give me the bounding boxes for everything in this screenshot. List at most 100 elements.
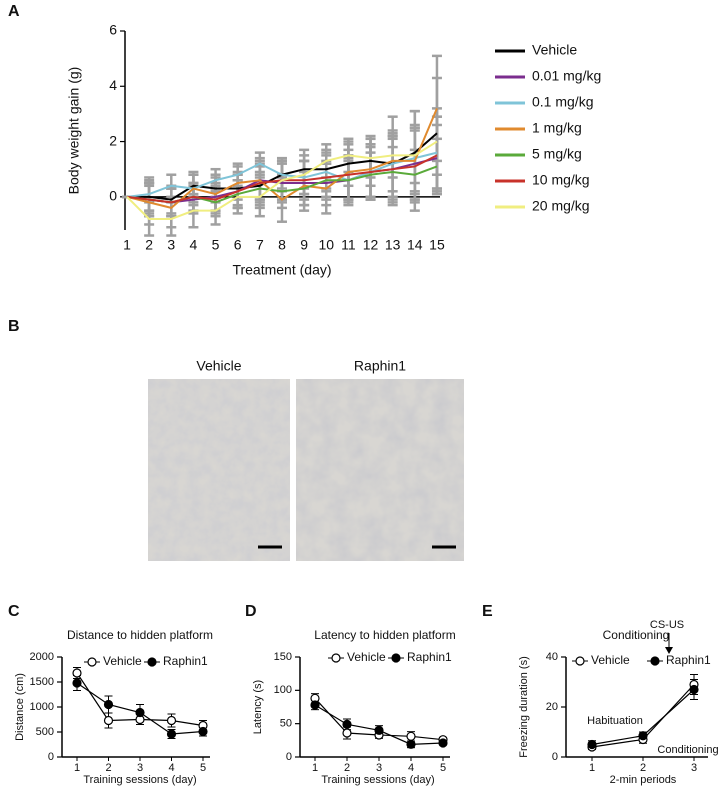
x-tick-label: 7 [256,237,264,253]
x-tick-label: 5 [440,762,446,774]
legend-label: Vehicle [591,653,630,667]
y-axis-title: Freezing duration (s) [518,656,530,758]
marker [689,684,699,695]
marker [438,738,448,748]
x-tick-label: 4 [190,237,198,253]
legend-label: 0.01 mg/kg [532,68,601,84]
x-tick-label: 3 [137,762,143,774]
marker [587,739,597,750]
legend-label: 1 mg/kg [532,120,582,136]
x-tick-label: 2 [145,237,153,253]
x-axis-title: Training sessions (day) [321,774,434,786]
legend-label: 5 mg/kg [532,146,582,162]
marker [103,699,114,710]
marker [406,731,416,741]
marker [166,729,177,739]
series-line [126,140,438,220]
legend-marker [87,657,97,667]
y-tick-label: 0 [286,751,292,763]
marker [198,726,208,737]
x-tick-label: 2 [344,762,350,774]
panel-label: B [8,318,20,335]
marker [103,715,114,726]
x-tick-label: 3 [376,762,382,774]
marker [638,731,648,741]
panel-label: D [245,603,257,620]
chart-title: Latency to hidden platform [314,628,455,642]
marker [374,725,384,735]
series-line [126,151,438,198]
marker [342,728,352,738]
x-tick-label: 8 [278,237,286,253]
y-tick-label: 20 [546,701,558,713]
y-axis-title: Distance (cm) [14,673,26,741]
y-axis-title: Body weight gain (g) [66,67,82,195]
x-axis-title: Treatment (day) [232,262,331,278]
marker [166,715,177,726]
y-tick-label: 40 [546,651,558,663]
x-tick-label: 15 [429,237,445,253]
x-tick-label: 12 [363,237,379,253]
y-tick-label: 0 [109,188,117,204]
marker [72,678,82,688]
x-tick-label: 2 [105,762,111,774]
legend-label: Raphin1 [163,654,208,668]
marker [72,668,82,678]
panel-label: C [8,603,20,620]
y-tick-label: 50 [280,718,292,730]
x-tick-label: 10 [318,237,334,253]
x-tick-label: 9 [300,237,308,253]
y-tick-label: 0 [48,751,54,763]
legend-label: 20 mg/kg [532,198,590,214]
x-tick-label: 1 [74,762,80,774]
legend-label: Raphin1 [407,650,452,664]
legend-label: Vehicle [532,42,577,58]
legend-label: Vehicle [347,650,386,664]
legend-label: Raphin1 [666,653,711,667]
marker [342,719,352,729]
x-tick-label: 6 [234,237,242,253]
x-axis-title: 2-min periods [610,774,677,786]
annotation: Habituation [587,715,643,727]
marker [310,700,320,710]
legend-marker [650,656,660,666]
micrograph [148,379,290,561]
legend-label: Vehicle [103,654,142,668]
x-tick-label: 5 [212,237,220,253]
y-tick-label: 2 [109,132,117,148]
chart-title: Distance to hidden platform [67,628,213,642]
y-tick-label: 6 [109,22,117,38]
legend-marker [391,653,401,663]
image-title: Vehicle [196,358,241,374]
marker [406,739,416,749]
x-tick-label: 4 [168,762,174,774]
annotation: CS-US [650,619,684,631]
x-tick-label: 14 [407,237,423,253]
annotation: Conditioning [657,744,718,756]
y-tick-label: 4 [109,77,117,93]
y-tick-label: 2000 [30,651,54,663]
legend-marker [331,653,341,663]
chart-title: Conditioning [603,628,670,642]
y-tick-label: 500 [36,726,54,738]
micrograph [296,379,464,561]
annotation-arrowhead [665,647,673,654]
x-tick-label: 1 [123,237,131,253]
x-tick-label: 3 [691,762,697,774]
y-tick-label: 1000 [30,701,54,713]
x-tick-label: 4 [408,762,414,774]
x-tick-label: 1 [589,762,595,774]
y-tick-label: 100 [274,684,292,696]
y-tick-label: 150 [274,651,292,663]
image-title: Raphin1 [354,358,406,374]
legend-label: 0.1 mg/kg [532,94,593,110]
y-tick-label: 0 [552,751,558,763]
marker [135,707,145,718]
x-tick-label: 5 [200,762,206,774]
x-tick-label: 11 [341,237,356,253]
x-tick-label: 3 [167,237,175,253]
y-tick-label: 1500 [30,676,54,688]
legend-marker [147,657,157,667]
panel-label: A [8,3,20,20]
